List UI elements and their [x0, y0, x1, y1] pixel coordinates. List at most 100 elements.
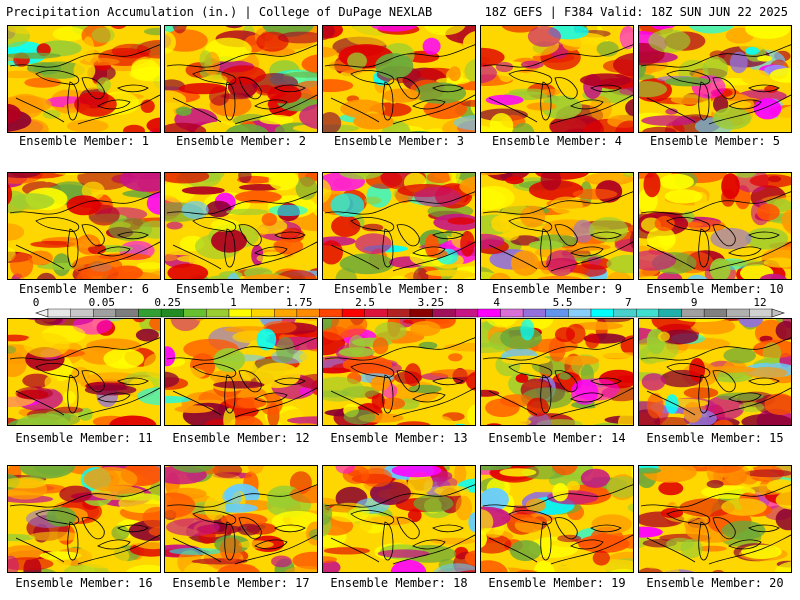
precip-blob — [526, 412, 552, 425]
coastline-outline — [15, 387, 160, 418]
coastline-outline — [570, 99, 604, 110]
coastline-outline — [97, 246, 131, 257]
precip-blob — [370, 375, 390, 391]
colorbar-segment — [636, 308, 660, 318]
coastline-outline — [224, 228, 236, 268]
coastline-outline — [81, 370, 105, 393]
precip-blob — [639, 81, 668, 98]
coastline-outline — [540, 521, 552, 561]
precip-blob — [323, 376, 365, 402]
precip-blob — [745, 367, 788, 379]
colorbar-left-arrow — [35, 308, 49, 318]
precip-blob — [227, 273, 240, 279]
precip-blob — [629, 231, 633, 249]
precip-blob — [181, 186, 225, 195]
precip-blob — [485, 319, 518, 328]
coastline-outline — [274, 377, 306, 386]
colorbar-segment — [206, 308, 230, 318]
precip-blob — [221, 65, 266, 85]
precip-blob — [716, 392, 764, 401]
precip-blob — [665, 394, 679, 414]
precip-blob — [246, 218, 288, 234]
precip-blob — [501, 26, 539, 33]
precip-blob — [210, 370, 242, 384]
coastline-outline — [238, 224, 262, 247]
colorbar-segment — [522, 308, 546, 318]
ensemble-member-map — [7, 465, 161, 573]
colorbar-graphic — [35, 308, 785, 318]
coastline-outline — [540, 228, 552, 268]
coastline-outline — [698, 81, 710, 121]
precip-blob — [775, 321, 791, 341]
precip-blob — [216, 503, 258, 513]
precip-blob — [255, 84, 275, 96]
precip-blob — [552, 483, 569, 502]
precip-blob — [762, 342, 782, 365]
precip-blob — [66, 239, 99, 248]
precip-blob — [468, 512, 475, 533]
precipitation-field — [8, 173, 160, 279]
coastline-outline — [590, 84, 622, 93]
ensemble-member-map — [480, 172, 634, 280]
precip-blob — [165, 90, 187, 110]
precip-blob — [355, 233, 392, 255]
precip-blob — [683, 387, 719, 399]
coastline-outline — [192, 510, 237, 525]
precip-blob — [8, 345, 17, 354]
coastline-outline — [382, 374, 394, 414]
precip-blob — [219, 537, 243, 562]
precip-blob — [8, 103, 22, 124]
coastline-outline — [590, 231, 622, 240]
coastline-outline — [254, 246, 288, 257]
precip-blob — [774, 561, 791, 572]
precip-blob — [757, 55, 772, 62]
precip-blob — [558, 372, 571, 380]
ensemble-member-label: Ensemble Member: 2 — [175, 134, 307, 148]
coastline-outline — [330, 387, 475, 418]
precip-blob — [82, 36, 95, 62]
precip-blob — [756, 203, 780, 221]
precip-blob — [299, 350, 317, 364]
precip-blob — [212, 466, 243, 478]
precip-blob — [647, 226, 676, 252]
precipitation-field — [165, 173, 317, 279]
map-title: Precipitation Accumulation (in.) | Colle… — [6, 5, 433, 19]
precip-blob — [39, 551, 82, 560]
precip-blob — [301, 319, 317, 321]
colorbar-segment — [341, 308, 365, 318]
precip-blob — [429, 416, 456, 425]
precip-blob — [631, 466, 633, 479]
coastline-outline — [712, 517, 736, 540]
coastline-outline — [748, 524, 780, 533]
precip-blob — [175, 106, 192, 117]
precip-blob — [713, 419, 734, 425]
precip-blob — [174, 228, 201, 235]
precip-blob — [283, 71, 317, 78]
precip-blob — [44, 375, 59, 390]
colorbar-tick-label: 9 — [690, 296, 698, 309]
coastline-outline — [254, 539, 288, 550]
precip-blob — [741, 69, 771, 86]
precip-blob — [27, 250, 53, 266]
precip-blob — [225, 26, 244, 29]
precip-blob — [425, 269, 473, 277]
precip-blob — [495, 61, 514, 73]
coastline-outline — [666, 363, 711, 378]
coastline-outline — [166, 337, 317, 361]
colorbar-segment — [364, 308, 388, 318]
precip-blob — [550, 196, 583, 215]
precip-blob — [268, 204, 308, 216]
precip-blob — [347, 52, 367, 70]
precip-blob — [658, 481, 684, 496]
precip-blob — [396, 421, 431, 425]
coastline-outline — [728, 99, 762, 110]
precip-blob — [8, 555, 19, 572]
precip-blob — [375, 53, 414, 79]
precipitation-field — [165, 26, 317, 132]
coastline-outline — [15, 534, 160, 565]
precip-blob — [15, 413, 71, 425]
precip-blob — [362, 223, 384, 232]
ensemble-member-label: Ensemble Member: 11 — [15, 431, 153, 445]
precip-blob — [133, 319, 146, 323]
precip-blob — [697, 545, 727, 552]
